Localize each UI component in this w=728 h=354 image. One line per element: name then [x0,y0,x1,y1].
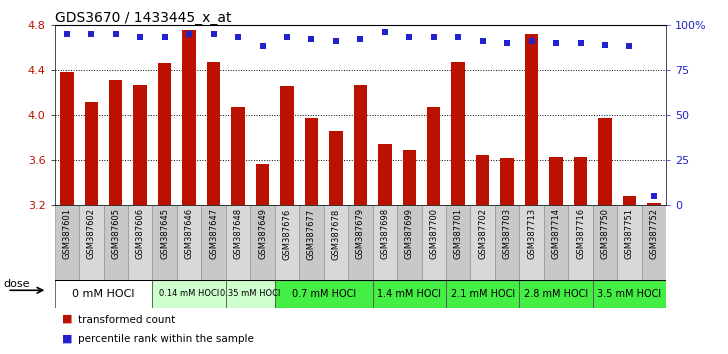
Bar [622,196,636,205]
Bar [500,158,514,205]
Bar [470,205,495,280]
Bar [422,205,446,280]
Text: GSM387699: GSM387699 [405,208,414,259]
Bar [84,102,98,205]
Bar [525,34,538,205]
Bar [544,205,569,280]
Text: GSM387602: GSM387602 [87,208,96,259]
Bar [256,164,269,205]
Text: 1.4 mM HOCl: 1.4 mM HOCl [377,289,441,299]
Text: GSM387648: GSM387648 [234,208,242,259]
Bar [354,85,367,205]
Bar [446,205,470,280]
Bar [232,107,245,205]
Text: ■: ■ [62,333,72,343]
Bar [373,280,446,308]
Text: 3.5 mM HOCl: 3.5 mM HOCl [598,289,662,299]
Text: GSM387750: GSM387750 [601,208,609,259]
Text: GSM387702: GSM387702 [478,208,487,259]
Bar [274,280,373,308]
Text: 0.14 mM HOCl: 0.14 mM HOCl [159,289,219,298]
Text: GSM387700: GSM387700 [430,208,438,259]
Bar [348,205,373,280]
Bar [152,205,177,280]
Bar [569,205,593,280]
Text: GSM387716: GSM387716 [576,208,585,259]
Bar [177,205,202,280]
Bar [641,205,666,280]
Bar [446,280,519,308]
Bar [60,72,74,205]
Bar [128,205,152,280]
Bar [476,155,489,205]
Bar [593,205,617,280]
Bar [305,119,318,205]
Bar [226,205,250,280]
Bar [329,131,343,205]
Text: 0 mM HOCl: 0 mM HOCl [72,289,135,299]
Text: GSM387679: GSM387679 [356,208,365,259]
Bar [280,86,293,205]
Bar [598,119,612,205]
Text: GSM387703: GSM387703 [502,208,512,259]
Text: GSM387698: GSM387698 [380,208,389,259]
Bar [519,280,593,308]
Text: GSM387751: GSM387751 [625,208,634,259]
Bar [158,63,171,205]
Text: GSM387713: GSM387713 [527,208,536,259]
Text: 2.1 mM HOCl: 2.1 mM HOCl [451,289,515,299]
Bar [55,280,152,308]
Text: percentile rank within the sample: percentile rank within the sample [78,334,254,344]
Bar [109,80,122,205]
Bar [299,205,324,280]
Text: GSM387601: GSM387601 [63,208,71,259]
Bar [451,62,465,205]
Text: ■: ■ [62,314,72,324]
Text: GSM387678: GSM387678 [331,208,341,259]
Bar [202,205,226,280]
Text: GSM387606: GSM387606 [135,208,145,259]
Text: GSM387701: GSM387701 [454,208,463,259]
Bar [593,280,666,308]
Bar [427,107,440,205]
Text: GSM387605: GSM387605 [111,208,120,259]
Bar [519,205,544,280]
Bar [79,205,103,280]
Text: GSM387646: GSM387646 [185,208,194,259]
Text: GSM387649: GSM387649 [258,208,267,259]
Text: 0.35 mM HOCl: 0.35 mM HOCl [220,289,280,298]
Text: 2.8 mM HOCl: 2.8 mM HOCl [524,289,588,299]
Text: GDS3670 / 1433445_x_at: GDS3670 / 1433445_x_at [55,11,231,25]
Text: dose: dose [4,279,30,289]
Bar [55,205,79,280]
Bar [647,203,660,205]
Bar [133,85,147,205]
Bar [373,205,397,280]
Text: 0.7 mM HOCl: 0.7 mM HOCl [292,289,356,299]
Bar [574,157,587,205]
Bar [226,280,274,308]
Bar [103,205,128,280]
Text: GSM387677: GSM387677 [307,208,316,259]
Text: GSM387752: GSM387752 [649,208,658,259]
Bar [550,157,563,205]
Bar [378,144,392,205]
Bar [152,280,226,308]
Text: GSM387647: GSM387647 [209,208,218,259]
Bar [183,30,196,205]
Bar [274,205,299,280]
Bar [324,205,348,280]
Bar [617,205,641,280]
Text: GSM387676: GSM387676 [282,208,291,259]
Bar [250,205,274,280]
Text: GSM387645: GSM387645 [160,208,169,259]
Bar [403,150,416,205]
Bar [207,62,221,205]
Text: transformed count: transformed count [78,315,175,325]
Bar [397,205,422,280]
Text: GSM387714: GSM387714 [552,208,561,259]
Bar [495,205,519,280]
